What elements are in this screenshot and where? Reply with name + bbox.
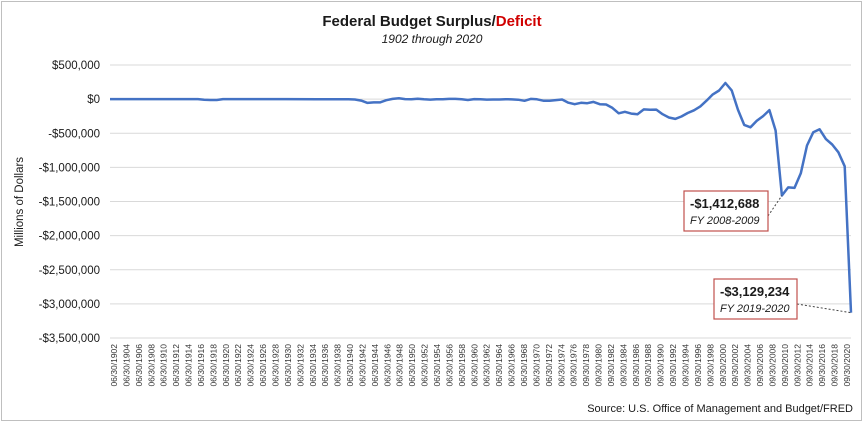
chart-title: Federal Budget Surplus/Deficit — [322, 13, 541, 30]
x-tick-label: 06/30/1936 — [320, 344, 330, 387]
annotation: -$1,412,688 FY 2008-2009 — [683, 190, 783, 232]
y-tick-label: -$500,000 — [48, 128, 100, 140]
source-note: Source: U.S. Office of Management and Bu… — [587, 403, 853, 415]
x-tick-label: 09/30/1978 — [581, 344, 591, 387]
x-tick-label: 06/30/1938 — [333, 344, 343, 387]
x-tick-label: 06/30/1956 — [444, 344, 454, 387]
x-tick-label: 06/30/1942 — [357, 344, 367, 387]
deficit-series-line — [110, 81, 853, 313]
annotation-value: -$1,412,688 — [690, 196, 759, 211]
x-tick-label: 06/30/1924 — [246, 344, 256, 387]
x-tick-label: 06/30/1902 — [109, 344, 119, 387]
x-tick-label: 06/30/1932 — [295, 344, 305, 387]
x-tick-label: 09/30/1984 — [618, 344, 628, 387]
x-tick-label: 09/30/2014 — [805, 344, 815, 387]
y-tick-label: -$3,500,000 — [39, 333, 100, 345]
x-tick-label: 09/30/1994 — [680, 344, 690, 387]
x-tick-label: 06/30/1926 — [258, 344, 268, 387]
x-tick-label: 06/30/1914 — [184, 344, 194, 387]
x-tick-label: 09/30/2020 — [842, 344, 852, 387]
x-tick-label: 06/30/1968 — [519, 344, 529, 387]
x-tick-label: 09/30/2006 — [755, 344, 765, 387]
x-tick-label: 06/30/1920 — [221, 344, 231, 387]
annotation-period: FY 2019-2020 — [720, 303, 790, 315]
annotation-box — [683, 190, 769, 232]
y-tick-label: -$1,500,000 — [39, 197, 100, 209]
y-tick-label: -$1,000,000 — [39, 162, 100, 174]
annotation-box — [713, 278, 798, 320]
x-tick-label: 06/30/1964 — [494, 344, 504, 387]
x-tick-label: 06/30/1952 — [420, 344, 430, 387]
x-tick-labels: 06/30/1902 06/30/1904 06/30/1906 06/30/1908… — [109, 344, 852, 387]
x-tick-label: 09/30/1990 — [656, 344, 666, 387]
x-tick-label: 09/30/1980 — [594, 344, 604, 387]
x-tick-label: 06/30/1928 — [271, 344, 281, 387]
x-tick-label: 06/30/1974 — [556, 344, 566, 387]
annotation-period: FY 2008-2009 — [690, 215, 760, 227]
x-tick-label: 06/30/1972 — [544, 344, 554, 387]
y-tick-label: -$2,000,000 — [39, 231, 100, 243]
x-tick-label: 06/30/1946 — [382, 344, 392, 387]
annotation-leader — [796, 303, 852, 314]
x-tick-label: 09/30/2002 — [730, 344, 740, 387]
x-tick-label: 06/30/1940 — [345, 344, 355, 387]
series-layer — [110, 81, 853, 313]
y-axis-label: Millions of Dollars — [14, 157, 26, 247]
x-tick-label: 09/30/2010 — [780, 344, 790, 387]
x-tick-label: 06/30/1934 — [308, 344, 318, 387]
x-tick-label: 09/30/1976 — [569, 344, 579, 387]
x-tick-label: 06/30/1904 — [121, 344, 131, 387]
x-tick-label: 09/30/2016 — [817, 344, 827, 387]
x-tick-label: 06/30/1970 — [531, 344, 541, 387]
x-tick-label: 06/30/1960 — [469, 344, 479, 387]
chart-title-highlight: Deficit — [496, 13, 542, 30]
x-tick-label: 06/30/1958 — [457, 344, 467, 387]
x-tick-label: 06/30/1912 — [171, 344, 181, 387]
x-tick-label: 09/30/1988 — [643, 344, 653, 387]
chart-subtitle: 1902 through 2020 — [382, 32, 483, 46]
y-tick-labels: $500,000 $0 -$500,000 -$1,000,000 -$1,500,00… — [39, 60, 100, 345]
x-tick-label: 06/30/1908 — [146, 344, 156, 387]
y-tick-label: -$3,000,000 — [39, 299, 100, 311]
x-tick-label: 09/30/2012 — [792, 344, 802, 387]
y-tick-label: $0 — [87, 94, 100, 106]
x-tick-label: 06/30/1966 — [507, 344, 517, 387]
x-tick-label: 06/30/1906 — [134, 344, 144, 387]
x-tick-label: 09/30/2000 — [718, 344, 728, 387]
x-tick-label: 06/30/1910 — [159, 344, 169, 387]
y-tick-label: -$2,500,000 — [39, 265, 100, 277]
y-tick-label: $500,000 — [52, 60, 100, 72]
annotation-leader — [767, 195, 783, 217]
annotation-value: -$3,129,234 — [720, 284, 790, 299]
annotations: -$1,412,688 FY 2008-2009 -$3,129,234 FY 201… — [683, 190, 852, 320]
x-tick-label: 09/30/1996 — [693, 344, 703, 387]
x-tick-label: 09/30/1982 — [606, 344, 616, 387]
x-tick-label: 09/30/1986 — [631, 344, 641, 387]
x-tick-label: 06/30/1950 — [407, 344, 417, 387]
chart-title-main: Federal Budget Surplus/ — [322, 13, 496, 30]
x-tick-label: 06/30/1930 — [283, 344, 293, 387]
x-tick-label: 09/30/2004 — [743, 344, 753, 387]
x-tick-label: 06/30/1918 — [208, 344, 218, 387]
x-tick-label: 06/30/1948 — [395, 344, 405, 387]
x-tick-label: 09/30/1992 — [668, 344, 678, 387]
annotation: -$3,129,234 FY 2019-2020 — [713, 278, 852, 320]
x-tick-label: 06/30/1944 — [370, 344, 380, 387]
x-tick-label: 06/30/1922 — [233, 344, 243, 387]
x-tick-label: 09/30/1998 — [705, 344, 715, 387]
x-tick-label: 06/30/1954 — [432, 344, 442, 387]
x-tick-label: 09/30/2008 — [767, 344, 777, 387]
x-tick-label: 09/30/2018 — [830, 344, 840, 387]
x-tick-label: 06/30/1962 — [482, 344, 492, 387]
x-tick-label: 06/30/1916 — [196, 344, 206, 387]
